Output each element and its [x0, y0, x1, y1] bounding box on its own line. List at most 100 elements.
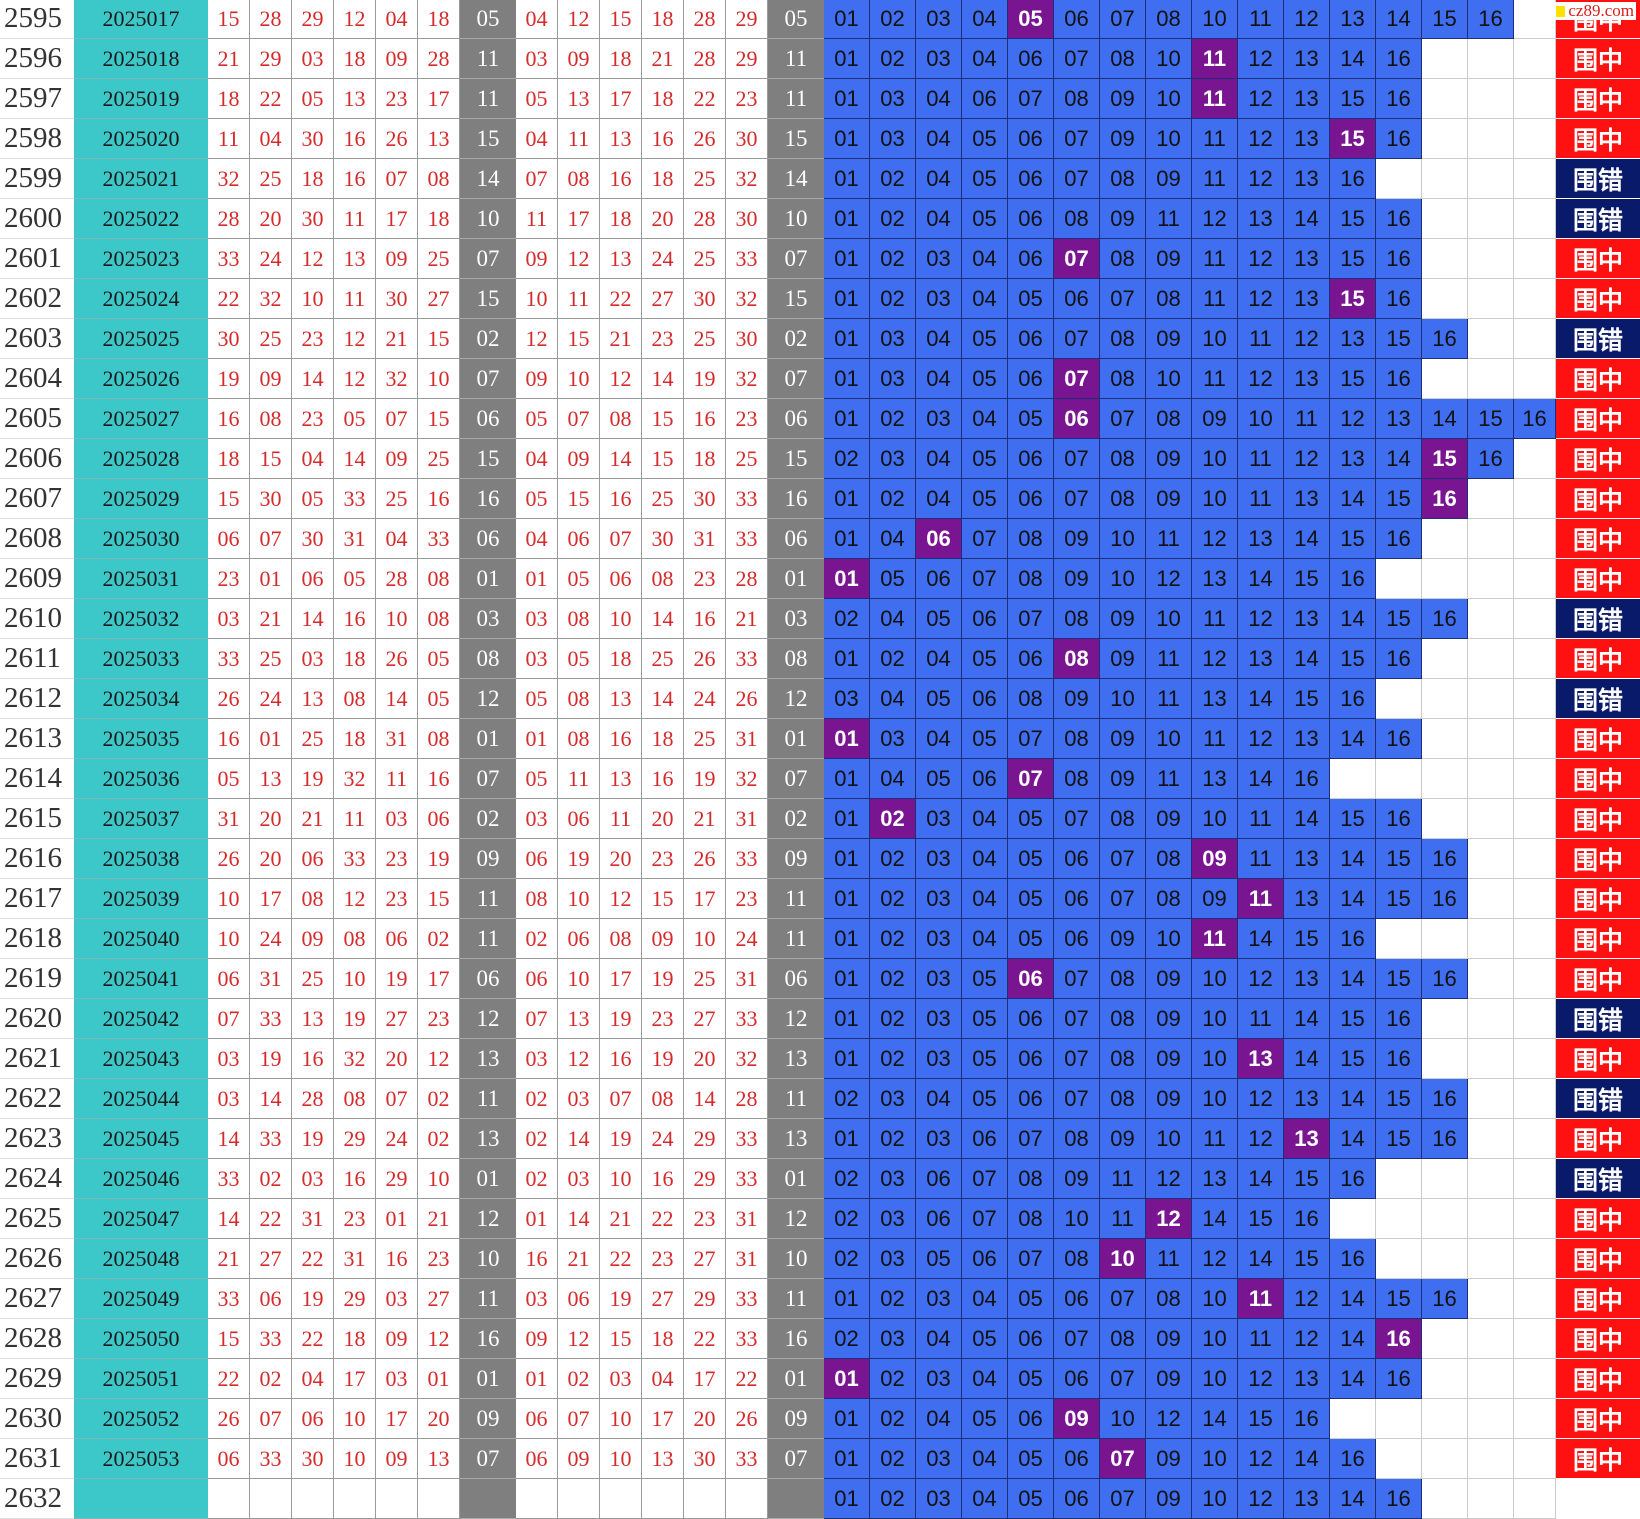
- candidate-number-cell: 02: [870, 1359, 916, 1399]
- row-number[interactable]: 2608: [0, 519, 74, 559]
- draw-number-cell: 04: [250, 119, 292, 159]
- row-number[interactable]: 2600: [0, 199, 74, 239]
- row-number[interactable]: 2615: [0, 799, 74, 839]
- candidate-number-cell: 10: [1146, 919, 1192, 959]
- empty-cell: [1514, 759, 1556, 799]
- sorted-number-cell: 03: [516, 639, 558, 679]
- row-number[interactable]: 2605: [0, 399, 74, 439]
- sorted-number-cell: 30: [684, 1439, 726, 1479]
- empty-cell: [1468, 1239, 1514, 1279]
- row-number[interactable]: 2625: [0, 1199, 74, 1239]
- row-number[interactable]: 2622: [0, 1079, 74, 1119]
- row-number[interactable]: 2598: [0, 119, 74, 159]
- row-number[interactable]: 2599: [0, 159, 74, 199]
- candidate-number-cell: 09: [1054, 1159, 1100, 1199]
- empty-cell: [1468, 1159, 1514, 1199]
- sorted-number-cell: 28: [684, 39, 726, 79]
- row-number[interactable]: 2623: [0, 1119, 74, 1159]
- row-number[interactable]: 2629: [0, 1359, 74, 1399]
- draw-number-cell: [292, 1479, 334, 1519]
- candidate-number-cell: 04: [962, 839, 1008, 879]
- candidate-number-cell: 07: [1054, 799, 1100, 839]
- row-number[interactable]: 2619: [0, 959, 74, 999]
- row-number[interactable]: 2596: [0, 39, 74, 79]
- candidate-number-cell: 11: [1146, 1239, 1192, 1279]
- empty-cell: [1422, 199, 1468, 239]
- row-number[interactable]: 2614: [0, 759, 74, 799]
- candidate-number-cell: 16: [1376, 39, 1422, 79]
- candidate-number-cell: 09: [1100, 79, 1146, 119]
- draw-number-cell: 03: [292, 39, 334, 79]
- row-number[interactable]: 2617: [0, 879, 74, 919]
- sorted-number-cell: 08: [558, 159, 600, 199]
- row-number[interactable]: 2595: [0, 0, 74, 39]
- table-row: 2621 2025043 03 19 16 32 20 12 13 03 12 16 19 20 32 13 0…: [0, 1039, 1640, 1079]
- candidate-number-cell: 14: [1238, 1239, 1284, 1279]
- candidate-number-cell: 01: [824, 1039, 870, 1079]
- row-number[interactable]: 2616: [0, 839, 74, 879]
- row-number[interactable]: 2621: [0, 1039, 74, 1079]
- period-cell: 2025033: [74, 639, 208, 679]
- empty-cell: [1514, 119, 1556, 159]
- row-number[interactable]: 2612: [0, 679, 74, 719]
- row-number[interactable]: 2624: [0, 1159, 74, 1199]
- hit-number-cell: 11: [1238, 879, 1284, 919]
- candidate-number-cell: 05: [962, 1319, 1008, 1359]
- candidate-number-cell: 07: [1100, 279, 1146, 319]
- row-number[interactable]: 2604: [0, 359, 74, 399]
- row-number[interactable]: 2607: [0, 479, 74, 519]
- candidate-number-cell: 16: [1422, 319, 1468, 359]
- row-number[interactable]: 2601: [0, 239, 74, 279]
- empty-cell: [1514, 719, 1556, 759]
- table-row: 2597 2025019 18 22 05 13 23 17 11 05 13 17 18 22 23 11 0…: [0, 79, 1640, 119]
- table-row: 2614 2025036 05 13 19 32 11 16 07 05 11 13 16 19 32 07 0…: [0, 759, 1640, 799]
- row-number[interactable]: 2602: [0, 279, 74, 319]
- row-number[interactable]: 2628: [0, 1319, 74, 1359]
- candidate-number-cell: 13: [1284, 39, 1330, 79]
- row-number[interactable]: 2606: [0, 439, 74, 479]
- draw-number-cell: 08: [334, 919, 376, 959]
- row-number[interactable]: 2613: [0, 719, 74, 759]
- row-number[interactable]: 2611: [0, 639, 74, 679]
- candidate-number-cell: 10: [1100, 519, 1146, 559]
- candidate-number-cell: 11: [1146, 639, 1192, 679]
- candidate-number-cell: 03: [870, 439, 916, 479]
- draw-number-cell: 28: [250, 0, 292, 39]
- row-number[interactable]: 2620: [0, 999, 74, 1039]
- draw-number-cell: 02: [250, 1359, 292, 1399]
- sorted-number-cell: 15: [600, 0, 642, 39]
- row-number[interactable]: 2626: [0, 1239, 74, 1279]
- candidate-number-cell: 14: [1238, 919, 1284, 959]
- empty-cell: [1468, 159, 1514, 199]
- row-number[interactable]: 2609: [0, 559, 74, 599]
- candidate-number-cell: 13: [1192, 1159, 1238, 1199]
- row-number[interactable]: 2603: [0, 319, 74, 359]
- candidate-number-cell: 08: [1100, 239, 1146, 279]
- sorted-number-cell: 33: [726, 999, 768, 1039]
- row-number[interactable]: 2618: [0, 919, 74, 959]
- candidate-number-cell: 15: [1284, 1159, 1330, 1199]
- empty-cell: [1514, 679, 1556, 719]
- row-number[interactable]: 2597: [0, 79, 74, 119]
- row-number[interactable]: 2610: [0, 599, 74, 639]
- candidate-number-cell: 02: [870, 879, 916, 919]
- sorted-number-cell: 11: [516, 199, 558, 239]
- draw-number-cell: 27: [418, 279, 460, 319]
- candidate-number-cell: 04: [962, 279, 1008, 319]
- sorted-number-cell: 31: [726, 719, 768, 759]
- draw-number-cell: [334, 1479, 376, 1519]
- special-number-cell: 09: [768, 839, 824, 879]
- candidate-number-cell: 15: [1330, 639, 1376, 679]
- row-number[interactable]: 2631: [0, 1439, 74, 1479]
- candidate-number-cell: 14: [1284, 1439, 1330, 1479]
- sorted-number-cell: 08: [558, 679, 600, 719]
- sorted-number-cell: 03: [600, 1359, 642, 1399]
- empty-cell: [1422, 919, 1468, 959]
- row-number[interactable]: 2630: [0, 1399, 74, 1439]
- empty-cell: [1330, 1199, 1376, 1239]
- sorted-number-cell: 12: [558, 0, 600, 39]
- candidate-number-cell: 06: [1054, 279, 1100, 319]
- row-number[interactable]: 2627: [0, 1279, 74, 1319]
- row-number[interactable]: 2632: [0, 1479, 74, 1519]
- candidate-number-cell: 01: [824, 39, 870, 79]
